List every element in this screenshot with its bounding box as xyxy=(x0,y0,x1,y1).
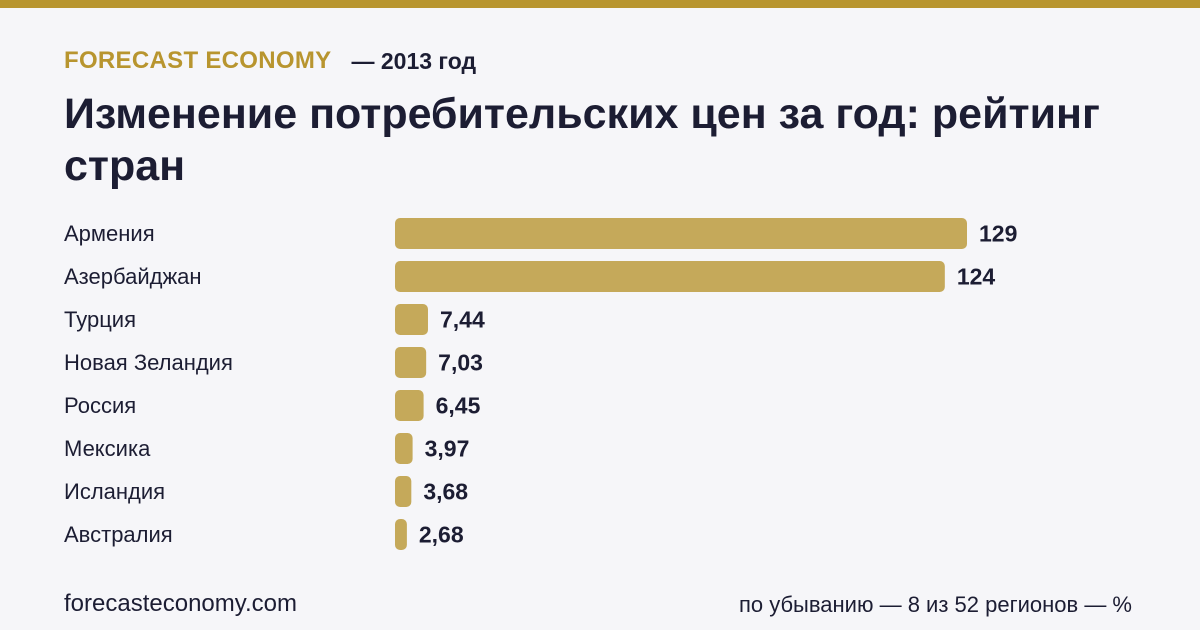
bar xyxy=(395,304,428,335)
value-label: 2,68 xyxy=(419,522,464,548)
bar xyxy=(395,433,413,464)
top-accent-bar xyxy=(0,0,1200,8)
category-label: Армения xyxy=(64,221,155,246)
category-label: Новая Зеландия xyxy=(64,350,233,375)
bar xyxy=(395,261,945,292)
chart-title: Изменение потребительских цен за год: ре… xyxy=(64,90,1100,190)
value-label: 124 xyxy=(957,264,996,290)
category-label: Австралия xyxy=(64,522,173,547)
category-label: Турция xyxy=(64,307,136,332)
brand-name: FORECAST ECONOMY xyxy=(64,47,332,74)
category-label: Азербайджан xyxy=(64,264,202,289)
category-label: Мексика xyxy=(64,436,151,461)
value-label: 129 xyxy=(979,221,1017,247)
value-label: 7,03 xyxy=(438,350,483,376)
bar xyxy=(395,476,412,507)
value-label: 3,68 xyxy=(423,479,468,505)
year-label: — 2013 год xyxy=(351,47,477,74)
bar xyxy=(395,390,424,421)
bar xyxy=(395,218,967,249)
site-url: forecasteconomy.com xyxy=(64,590,297,617)
value-label: 6,45 xyxy=(436,393,481,419)
category-label: Россия xyxy=(64,393,136,418)
value-label: 3,97 xyxy=(425,436,470,462)
footer-note: по убыванию — 8 из 52 регионов — % xyxy=(738,592,1132,617)
bar xyxy=(395,519,407,550)
value-label: 7,44 xyxy=(440,307,485,333)
kicker: FORECAST ECONOMY — 2013 год xyxy=(64,44,476,78)
category-label: Исландия xyxy=(64,479,165,504)
bar xyxy=(395,347,427,378)
